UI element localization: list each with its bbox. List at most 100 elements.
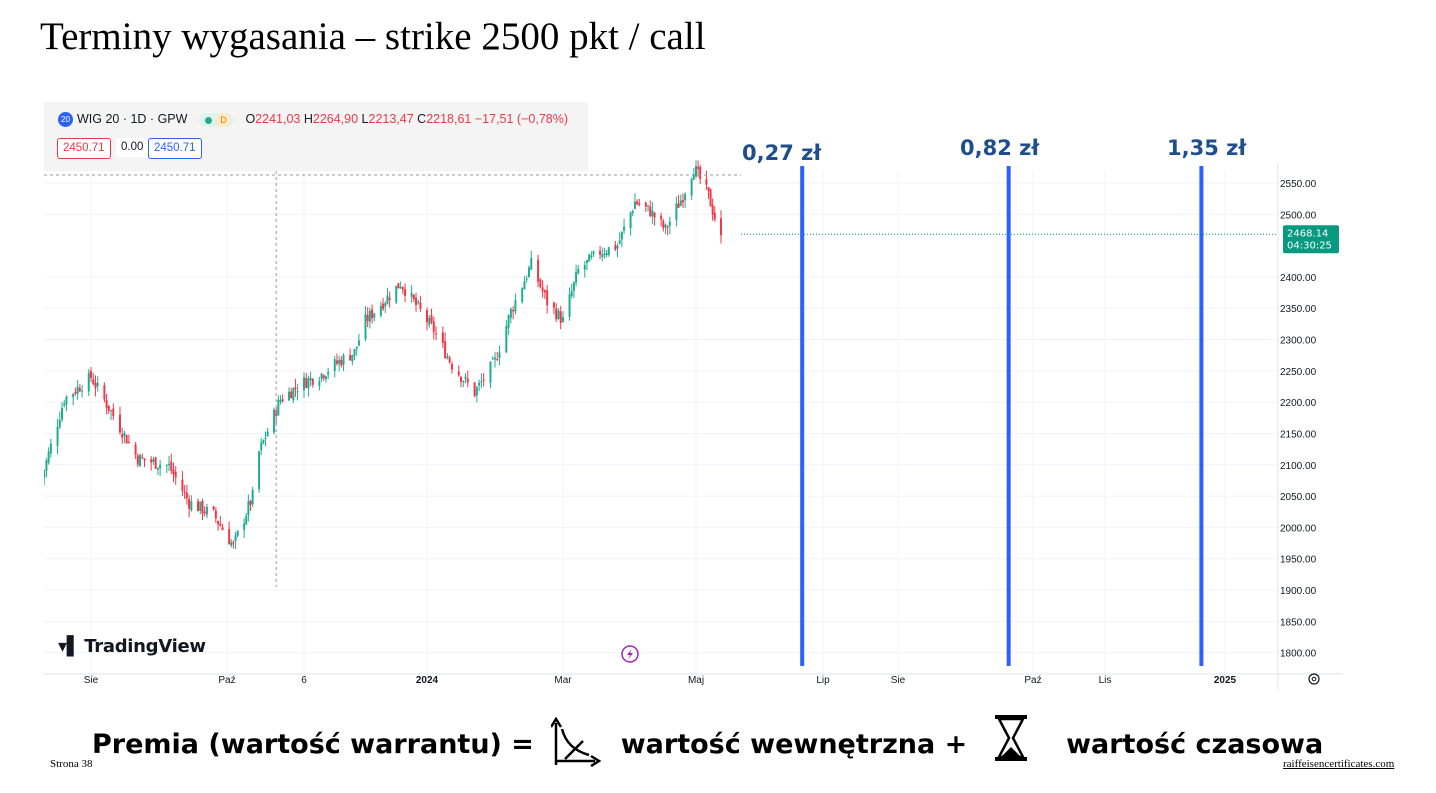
candle-body xyxy=(462,381,465,383)
candle-body xyxy=(585,259,588,264)
candle-body xyxy=(590,255,593,258)
candle-body xyxy=(247,501,250,516)
candle-body xyxy=(557,310,560,319)
candle-body xyxy=(478,382,481,386)
candle-body xyxy=(141,457,144,459)
candle-body xyxy=(419,302,422,309)
candle-body xyxy=(366,314,369,322)
candle-body xyxy=(118,414,121,433)
candle-body xyxy=(709,189,712,207)
candle-body xyxy=(607,247,610,255)
y-tick-label: 1800.00 xyxy=(1280,649,1317,660)
candle-body xyxy=(311,379,314,385)
candle-body xyxy=(307,378,310,389)
candle-body xyxy=(154,457,157,469)
candle-body xyxy=(614,244,617,250)
candle-body xyxy=(603,253,606,255)
candle-body xyxy=(58,419,61,428)
candle-body xyxy=(214,510,217,519)
candle-body xyxy=(338,359,341,364)
candle-body xyxy=(509,309,512,318)
website-link[interactable]: raiffeisencertificates.com xyxy=(1283,758,1395,770)
candle-body xyxy=(357,340,360,346)
bar-countdown: 04:30:25 xyxy=(1287,240,1332,251)
time-axis: Sie Paź 6 2024 Mar Maj Lip Sie Paź Lis 2025 xyxy=(84,675,1237,686)
candle-body xyxy=(47,451,50,463)
y-tick-label: 2500.00 xyxy=(1280,210,1317,221)
candle-body xyxy=(523,281,526,290)
premium-label-1: 0,27 zł xyxy=(742,141,822,165)
market-open-dot-icon xyxy=(205,116,213,124)
candle-body xyxy=(188,498,191,509)
candle-body xyxy=(333,359,336,372)
candle-body xyxy=(482,379,485,381)
tradingview-logo[interactable]: ▾▌ TradingView xyxy=(58,636,206,657)
tradingview-chart[interactable]: 2468.14 04:30:25 2550.00 2500.00 2400.00 235… xyxy=(44,102,1343,691)
settings-icon[interactable] xyxy=(1308,673,1320,685)
candle-body xyxy=(415,297,418,306)
candle-body xyxy=(631,211,634,214)
sell-button[interactable]: 2450.71 xyxy=(57,138,111,159)
candle-body xyxy=(190,501,193,511)
ohlc-values: O2241,03 H2264,90 L2213,47 C2218,61 −17,… xyxy=(245,112,568,126)
candle-body xyxy=(618,240,621,244)
candle-body xyxy=(512,309,515,312)
grid-lines xyxy=(44,171,1278,674)
candle-body xyxy=(170,461,173,471)
candle-body xyxy=(45,460,48,471)
candle-body xyxy=(559,311,562,324)
low-value: 2213,47 xyxy=(368,112,414,126)
candle-body xyxy=(668,221,671,227)
candle-body xyxy=(266,431,269,437)
candle-body xyxy=(181,479,184,492)
candle-body xyxy=(277,400,280,416)
x-tick-label: Lis xyxy=(1099,675,1112,686)
market-status-badge[interactable]: D xyxy=(199,112,234,127)
candle-body xyxy=(620,231,623,240)
candle-body xyxy=(572,282,575,292)
candle-body xyxy=(107,405,110,411)
candle-body xyxy=(251,489,254,505)
candle-body xyxy=(568,294,571,317)
x-tick-label: Mar xyxy=(554,675,572,686)
candle-body xyxy=(430,315,433,323)
lightning-icon[interactable] xyxy=(621,645,639,663)
candle-body xyxy=(172,469,175,475)
candle-body xyxy=(139,455,142,467)
candle-body xyxy=(496,358,499,360)
candle-body xyxy=(588,254,591,262)
candle-body xyxy=(159,464,162,469)
buy-button[interactable]: 2450.71 xyxy=(148,138,202,159)
page-number: Strona 38 xyxy=(50,758,93,770)
close-value: 2218,61 xyxy=(426,112,472,126)
symbol-label[interactable]: WIG 20 · 1D · GPW xyxy=(77,112,188,126)
candle-body xyxy=(236,530,239,536)
last-price-value: 2468.14 xyxy=(1287,228,1328,239)
candle-body xyxy=(435,333,438,335)
candle-body xyxy=(555,308,558,320)
candle-body xyxy=(692,174,695,180)
candle-body xyxy=(705,179,708,185)
candle-body xyxy=(505,326,508,353)
candle-body xyxy=(127,441,130,443)
candle-body xyxy=(290,391,293,399)
candle-body xyxy=(679,200,682,206)
candle-body xyxy=(537,259,540,282)
candle-body xyxy=(601,254,604,258)
candle-body xyxy=(528,267,530,277)
y-tick-label: 1900.00 xyxy=(1280,586,1317,597)
candle-body xyxy=(633,201,636,210)
candle-body xyxy=(121,434,124,438)
candle-body xyxy=(183,491,186,493)
y-tick-label: 1850.00 xyxy=(1280,617,1317,628)
candle-body xyxy=(386,295,389,304)
candle-body xyxy=(719,218,722,236)
candle-body xyxy=(636,201,639,205)
candle-body xyxy=(281,399,284,402)
candle-body xyxy=(577,268,580,274)
candle-body xyxy=(203,511,206,514)
candle-body xyxy=(623,226,626,231)
candle-body xyxy=(123,432,126,436)
candle-body xyxy=(395,285,398,303)
